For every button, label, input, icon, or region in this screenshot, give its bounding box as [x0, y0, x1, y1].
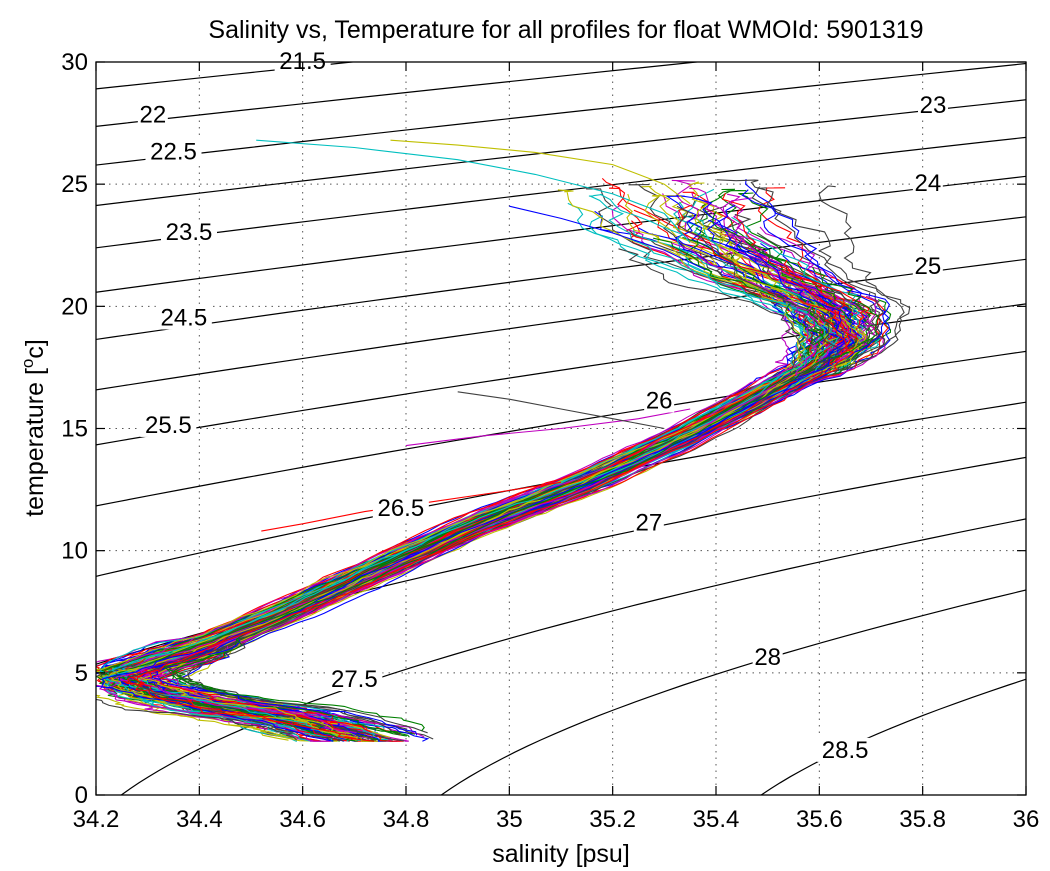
contour-label-bg	[145, 139, 202, 164]
profile-line	[405, 408, 691, 447]
x-tick-label: 35.2	[589, 806, 636, 833]
y-tick-label: 10	[61, 538, 88, 565]
y-axis-label: temperature [oc]	[18, 339, 49, 517]
x-axis-label: salinity [psu]	[492, 840, 630, 868]
x-tick-label: 34.8	[383, 806, 430, 833]
profile-line	[132, 245, 863, 742]
contour-label-bg	[137, 102, 168, 127]
contour-label-bg	[752, 645, 783, 670]
profile-line	[104, 193, 835, 742]
x-tick-label: 34.2	[73, 806, 120, 833]
axis-ticks: 34.2 34.4 34.6 34.8 35 35.2 35.4 35.6 35.8 36 0 5 10…	[61, 49, 1039, 833]
y-tick-label: 30	[61, 49, 88, 76]
profile-line	[121, 288, 832, 733]
density-contour-label: 25	[914, 253, 941, 280]
x-tick-label: 35.8	[899, 806, 946, 833]
density-contour-label: 26.5	[377, 495, 424, 522]
profile-line	[162, 266, 880, 732]
density-contour-label: 27.5	[331, 666, 378, 693]
profile-line	[103, 279, 837, 742]
contour-label-bg	[912, 254, 943, 279]
profile-line	[122, 242, 850, 742]
density-contour-line	[96, 136, 1026, 249]
profile-line	[101, 285, 816, 739]
x-tick-label: 35.4	[693, 806, 740, 833]
density-contour-line	[440, 589, 1026, 795]
profile-line	[256, 139, 691, 244]
profile-line	[132, 233, 857, 734]
profile-line	[102, 242, 817, 742]
density-contour-label: 25.5	[145, 412, 192, 439]
density-contour-label: 28	[754, 644, 781, 671]
density-contour-labels: 21.52222.52323.52424.52525.52626.52727.5…	[137, 48, 948, 764]
y-tick-label: 0	[75, 782, 88, 809]
density-contour-label: 24.5	[160, 304, 207, 331]
profile-line	[509, 205, 706, 271]
density-contour-label: 28.5	[822, 737, 869, 764]
density-contour-label: 24	[914, 170, 941, 197]
profiles	[96, 139, 911, 742]
density-contour-line	[96, 350, 1026, 507]
contour-label-bg	[644, 388, 675, 413]
contour-label-bg	[918, 92, 948, 117]
profile-line	[117, 237, 842, 735]
contour-label-bg	[633, 510, 664, 535]
contour-label-bg	[161, 219, 217, 244]
profile-line	[390, 139, 691, 205]
profile-line	[131, 227, 821, 736]
profile-line	[110, 317, 841, 733]
density-contour-label: 26	[646, 388, 673, 415]
contour-label-bg	[326, 667, 383, 692]
x-tick-label: 36	[1013, 806, 1040, 833]
y-tick-label: 25	[61, 171, 88, 198]
density-contour-label: 22	[139, 102, 166, 129]
y-tick-label: 5	[75, 660, 88, 687]
x-tick-label: 35	[496, 806, 523, 833]
profile-line	[147, 309, 873, 742]
density-contour-label: 27	[635, 510, 662, 537]
y-axis-label-superscript: o	[18, 359, 37, 368]
profile-line	[125, 297, 855, 742]
density-contour-label: 23	[920, 92, 947, 119]
contour-label-bg	[817, 737, 874, 762]
density-contour-line	[96, 401, 1026, 577]
density-contour-label: 22.5	[150, 138, 197, 165]
density-contour-line	[96, 99, 1026, 207]
profile-line	[110, 227, 834, 739]
profile-line	[120, 285, 836, 729]
profile-line	[114, 237, 825, 736]
x-tick-label: 34.4	[176, 806, 223, 833]
x-tick-label: 35.6	[796, 806, 843, 833]
contour-label-bg	[912, 171, 943, 196]
profile-line	[119, 270, 836, 727]
contour-label-bg	[372, 496, 429, 521]
profile-line	[137, 192, 858, 739]
y-tick-label: 20	[61, 293, 88, 320]
density-contour-line	[760, 678, 1026, 795]
contour-label-bg	[140, 412, 197, 437]
profile-line	[151, 189, 891, 736]
chart-title: Salinity vs, Temperature for all profile…	[208, 16, 923, 44]
profile-line	[457, 391, 665, 430]
density-contour-line	[96, 62, 358, 90]
y-axis-label-main: temperature [	[21, 368, 49, 517]
y-tick-label: 15	[61, 416, 88, 443]
profile-line	[140, 259, 850, 733]
density-contour-label: 23.5	[166, 219, 213, 246]
y-axis-label-end: c]	[21, 339, 49, 358]
profile-line	[101, 209, 826, 739]
profile-line	[139, 187, 846, 736]
profile-line	[126, 205, 843, 742]
x-tick-label: 34.6	[279, 806, 326, 833]
contour-label-bg	[155, 305, 212, 330]
